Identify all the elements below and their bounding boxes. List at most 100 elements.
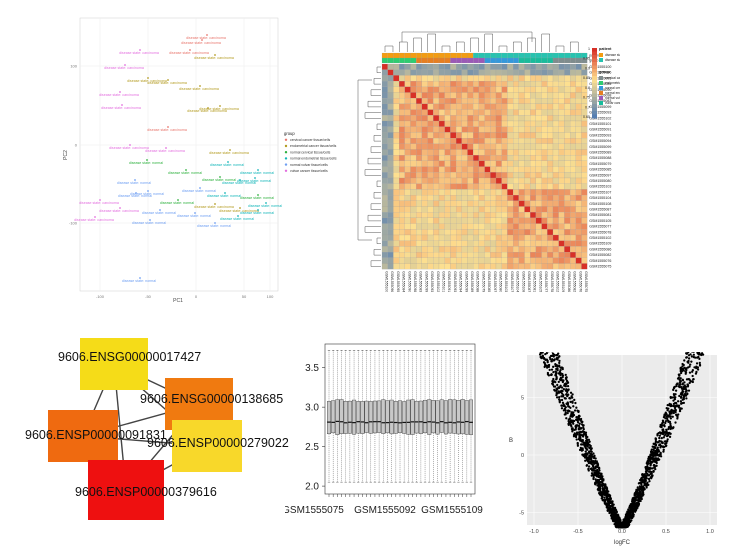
heatmap-cell xyxy=(410,138,417,144)
heatmap-cell xyxy=(570,257,576,264)
heatmap-cell xyxy=(581,217,588,224)
volcano-point xyxy=(638,496,642,500)
heatmap-anno-group xyxy=(381,57,388,64)
heatmap-cell xyxy=(467,189,474,196)
heatmap-cell xyxy=(484,155,491,161)
network-node[interactable] xyxy=(48,410,118,462)
volcano-point xyxy=(669,422,672,425)
heatmap-cell xyxy=(473,92,479,99)
volcano-point xyxy=(557,380,560,384)
heatmap-cell xyxy=(558,166,565,173)
heatmap-cell xyxy=(438,86,445,93)
heatmap-col-label: GSM1555101 xyxy=(442,271,446,292)
heatmap-legend-swatch xyxy=(599,86,603,90)
pca-legend-swatch xyxy=(284,144,288,148)
volcano-xlabel: logFC xyxy=(614,540,631,546)
heatmap-cell xyxy=(421,263,428,270)
heatmap-cell xyxy=(410,155,417,161)
heatmap-cell xyxy=(427,195,434,201)
volcano-point xyxy=(679,380,682,384)
heatmap-cell xyxy=(387,212,394,218)
heatmap-cell xyxy=(444,69,451,76)
heatmap-cell xyxy=(501,115,508,122)
heatmap-cell xyxy=(410,160,417,167)
heatmap-cell xyxy=(524,177,531,184)
volcano-point xyxy=(558,359,561,363)
heatmap-cell xyxy=(501,126,508,133)
heatmap-legend-label: normal endometrial tissue/cells xyxy=(605,91,620,95)
heatmap-cell xyxy=(513,217,519,224)
volcano-ylabel: B xyxy=(509,438,513,444)
volcano-point xyxy=(592,461,595,464)
heatmap-cell xyxy=(575,138,582,144)
volcano-point xyxy=(618,525,621,528)
heatmap-cell xyxy=(575,246,582,253)
heatmap-legend-label: normal cervical tissue/cells xyxy=(605,86,620,90)
heatmap-anno-patient xyxy=(433,52,440,59)
heatmap-cell xyxy=(570,240,576,247)
heatmap-cell xyxy=(490,98,497,104)
heatmap-cell xyxy=(484,98,491,104)
heatmap-cell xyxy=(433,240,440,247)
heatmap-cell xyxy=(427,217,434,224)
heatmap-cell xyxy=(478,166,485,173)
volcano-point xyxy=(645,483,649,486)
heatmap-cell xyxy=(507,132,514,139)
heatmap-cell xyxy=(547,257,554,264)
boxplot-box xyxy=(418,400,423,434)
heatmap-cell xyxy=(541,149,548,156)
heatmap-cell xyxy=(524,143,531,150)
heatmap-cell xyxy=(535,98,542,104)
heatmap-cell xyxy=(507,109,514,116)
volcano-point xyxy=(685,368,688,372)
heatmap-cell xyxy=(575,132,582,139)
heatmap-cell xyxy=(552,143,559,150)
volcano-point xyxy=(634,505,637,509)
heatmap-cell xyxy=(490,172,497,179)
pca-point xyxy=(214,222,216,224)
heatmap-cell xyxy=(513,257,519,264)
volcano-point xyxy=(571,427,574,430)
volcano-point xyxy=(662,450,665,453)
pca-point xyxy=(167,126,169,128)
heatmap-cell xyxy=(433,155,440,161)
heatmap-anno-patient xyxy=(484,52,491,59)
heatmap-cell xyxy=(427,69,434,76)
heatmap-cell xyxy=(541,86,548,93)
network-node[interactable] xyxy=(172,420,242,472)
heatmap-cell xyxy=(513,189,519,196)
heatmap-cell xyxy=(484,189,491,196)
heatmap-cell xyxy=(387,223,394,230)
heatmap-cell xyxy=(410,81,417,87)
heatmap-cell xyxy=(530,263,536,270)
heatmap-anno-group xyxy=(404,57,411,64)
network-node-label: 9606.ENSP00000279022 xyxy=(147,436,289,450)
heatmap-cell xyxy=(513,86,519,93)
heatmap-cell xyxy=(461,120,468,127)
heatmap-cell xyxy=(575,223,582,230)
heatmap-cell xyxy=(535,138,542,144)
heatmap-cell xyxy=(416,149,422,156)
heatmap-cell xyxy=(575,212,582,218)
pca-point-label: disease state: carcinoma xyxy=(101,106,141,110)
heatmap-cell xyxy=(490,212,497,218)
pca-point-label: disease state: carcinoma xyxy=(186,36,226,40)
heatmap-cell xyxy=(575,177,582,184)
heatmap-cell xyxy=(438,206,445,213)
heatmap-row-label: GSM1555099 xyxy=(589,105,611,109)
heatmap-cell xyxy=(484,252,491,258)
heatmap-cell xyxy=(410,257,417,264)
heatmap-cell xyxy=(387,240,394,247)
heatmap-anno-group xyxy=(495,57,502,64)
heatmap-cell xyxy=(575,75,582,82)
volcano-point xyxy=(637,499,641,503)
network-node[interactable] xyxy=(88,460,164,520)
heatmap-cell xyxy=(387,86,394,93)
heatmap-cell xyxy=(433,166,440,173)
heatmap-cell xyxy=(547,200,554,207)
heatmap-cell xyxy=(421,126,428,133)
pca-point-label: disease state: normal xyxy=(237,179,271,183)
heatmap-cell xyxy=(433,263,440,270)
heatmap-cell xyxy=(530,98,536,104)
network-node[interactable] xyxy=(80,338,148,390)
